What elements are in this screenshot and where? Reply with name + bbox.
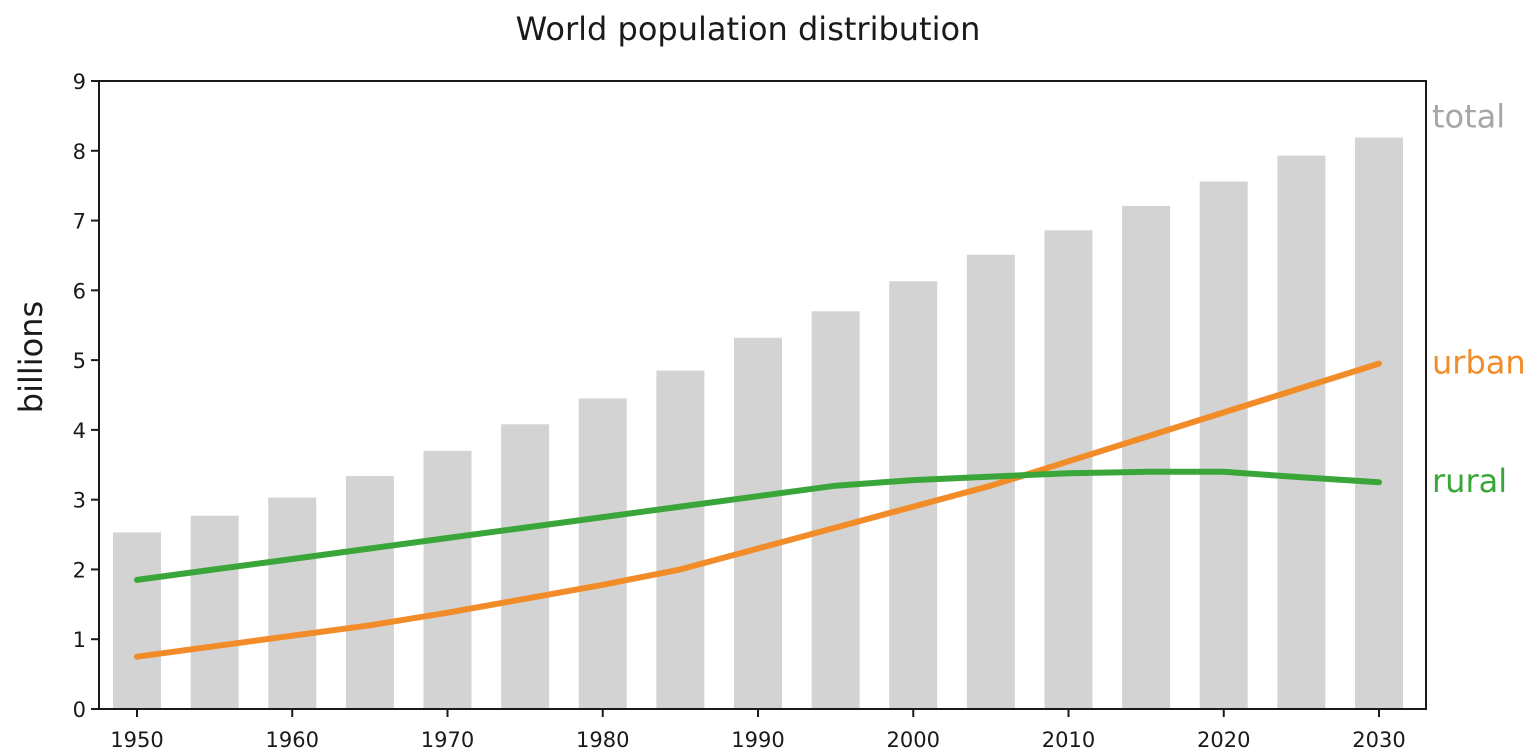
x-tick-label: 2030 bbox=[1352, 728, 1405, 752]
bars-layer bbox=[113, 137, 1403, 710]
y-tick-label: 3 bbox=[73, 489, 86, 513]
bar-total-1970 bbox=[423, 450, 472, 709]
bar-total-2030 bbox=[1355, 137, 1403, 709]
bar-total-2015 bbox=[1122, 205, 1171, 709]
y-tick-label: 5 bbox=[73, 349, 86, 373]
y-tick-label: 7 bbox=[73, 210, 86, 234]
series-label-total: total bbox=[1432, 98, 1505, 136]
bar-total-1960 bbox=[268, 497, 317, 709]
bar-total-2025 bbox=[1277, 155, 1326, 709]
x-tick-label: 1950 bbox=[110, 728, 163, 752]
y-axis: 0 1 2 3 4 5 6 7 8 9 bbox=[73, 70, 99, 722]
series-label-rural: rural bbox=[1432, 462, 1507, 500]
x-tick-label: 2010 bbox=[1042, 728, 1095, 752]
y-axis-label: billions bbox=[12, 301, 50, 413]
y-tick-label: 2 bbox=[73, 558, 86, 582]
y-tick-label: 0 bbox=[73, 698, 86, 722]
series-labels: total urban rural bbox=[1432, 98, 1526, 501]
x-tick-label: 1960 bbox=[266, 728, 319, 752]
y-tick-label: 9 bbox=[73, 70, 86, 94]
bar-total-1990 bbox=[734, 337, 782, 709]
lines-layer bbox=[134, 360, 1382, 660]
bar-total-1975 bbox=[501, 424, 550, 709]
x-tick-label: 2020 bbox=[1197, 728, 1250, 752]
bar-total-1955 bbox=[190, 515, 239, 709]
x-tick-label: 1970 bbox=[421, 728, 474, 752]
chart-title: World population distribution bbox=[516, 10, 981, 48]
bar-total-1985 bbox=[656, 370, 705, 709]
x-tick-label: 2000 bbox=[887, 728, 940, 752]
bar-total-1980 bbox=[578, 398, 627, 709]
bar-total-2000 bbox=[889, 281, 938, 709]
y-tick-label: 1 bbox=[73, 628, 86, 652]
y-tick-label: 6 bbox=[73, 279, 86, 303]
x-tick-label: 1980 bbox=[576, 728, 629, 752]
y-tick-label: 8 bbox=[73, 140, 86, 164]
bar-total-1950 bbox=[113, 532, 161, 709]
bar-total-2010 bbox=[1044, 230, 1093, 709]
bar-total-2020 bbox=[1199, 181, 1248, 710]
x-axis: 1950 1960 1970 1980 1990 2000 2010 2020 2030 bbox=[110, 709, 1406, 752]
bar-total-1965 bbox=[345, 475, 394, 709]
bar-total-1995 bbox=[811, 311, 860, 709]
x-tick-label: 1990 bbox=[731, 728, 784, 752]
y-tick-label: 4 bbox=[73, 419, 86, 443]
plot-frame bbox=[98, 80, 1427, 710]
series-label-urban: urban bbox=[1432, 344, 1526, 382]
